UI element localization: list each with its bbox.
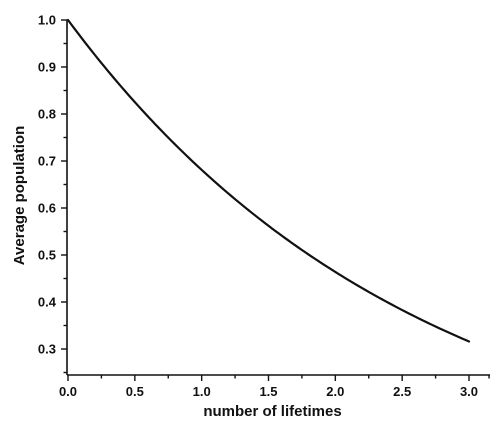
x-tick-label: 0.5 [126, 384, 144, 399]
x-tick-label: 0.0 [59, 384, 77, 399]
series-line [66, 18, 471, 343]
y-tick-label: 0.9 [38, 60, 56, 75]
axes [66, 20, 490, 376]
x-tick-label: 3.0 [460, 384, 478, 399]
x-tick-label: 2.0 [326, 384, 344, 399]
y-tick-label: 0.6 [38, 201, 56, 216]
x-tick-label: 1.5 [259, 384, 277, 399]
y-tick-label: 0.4 [38, 295, 57, 310]
y-tick-label: 0.3 [38, 342, 56, 357]
y-tick-label: 1.0 [38, 13, 56, 28]
y-tick-label: 0.8 [38, 107, 56, 122]
x-tick-label: 1.0 [193, 384, 211, 399]
y-axis-label: Average population [11, 126, 28, 265]
y-tick-label: 0.5 [38, 248, 56, 263]
x-axis-label: number of lifetimes [203, 403, 341, 420]
ticks [61, 19, 490, 381]
x-tick-label: 2.5 [393, 384, 411, 399]
y-tick-label: 0.7 [38, 154, 56, 169]
tick-labels: 0.0 0.5 1.0 1.5 2.0 2.5 3.0 0.3 0.4 0.5 0.6 0.7 0.8 0… [38, 13, 478, 400]
